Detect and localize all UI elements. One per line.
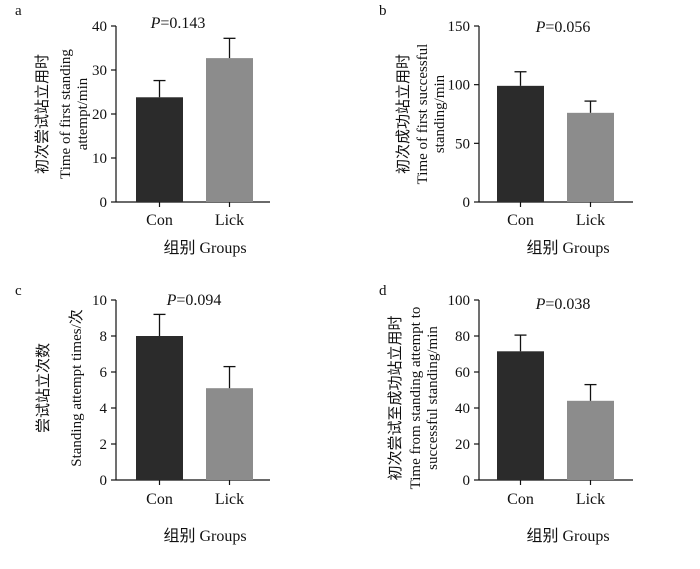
- category-label: Con: [507, 212, 534, 229]
- p-value-symbol: P: [150, 15, 161, 32]
- panel-a: 0 10 20 30 40 Con Lick a P=0.143 初次尝试站立用时 Time of …: [15, 3, 270, 257]
- y-tick-label: 0: [463, 195, 471, 211]
- bar-con: [497, 85, 544, 202]
- category-label: Lick: [215, 491, 244, 508]
- category-label: Con: [507, 491, 534, 508]
- bar-con: [136, 336, 183, 480]
- bar-con: [136, 97, 183, 202]
- p-value-number: =0.094: [176, 292, 221, 309]
- p-value-symbol: P: [166, 292, 177, 309]
- y-axis-title-en: Time of first successful: [415, 44, 431, 185]
- y-axis-title-en: Standing attempt times/次: [68, 309, 85, 467]
- y-tick-label: 60: [455, 365, 470, 381]
- y-tick-label: 20: [455, 437, 470, 453]
- panel-d: 0 20 40 60 80 100 Con Lick d P=0.038 初次尝试至成功站立用时 Ti…: [379, 283, 633, 545]
- p-value: P=0.056: [535, 19, 591, 36]
- bar-con: [497, 351, 544, 480]
- y-tick-label: 150: [448, 19, 471, 35]
- y-tick-label: 2: [100, 437, 108, 453]
- y-axis-title-cn: 初次成功站立用时: [395, 54, 412, 174]
- bar-lick: [206, 388, 253, 480]
- panel-letter: c: [15, 283, 22, 299]
- p-value-number: =0.038: [545, 296, 590, 313]
- panel-letter: d: [379, 283, 387, 299]
- panel-b: 0 50 100 150 Con Lick b P=0.056 初次成功站立用时 Time of …: [379, 3, 633, 257]
- y-tick-label: 100: [448, 78, 471, 94]
- x-axis-title: 组别 Groups: [163, 239, 246, 257]
- bar-lick: [567, 112, 614, 202]
- y-tick-label: 0: [100, 473, 108, 489]
- y-axis-title-en: Time of first standing: [58, 49, 74, 179]
- x-axis-title: 组别 Groups: [526, 527, 609, 545]
- y-axis-title-en: successful standing/min: [425, 326, 441, 470]
- y-tick-label: 10: [92, 151, 107, 167]
- y-tick-label: 10: [92, 293, 107, 309]
- category-label: Lick: [576, 491, 605, 508]
- x-axis-title: 组别 Groups: [526, 239, 609, 257]
- p-value: P=0.038: [535, 296, 591, 313]
- y-tick-label: 20: [92, 107, 107, 123]
- y-axis-title-cn: 尝试站立次数: [35, 343, 52, 433]
- p-value-number: =0.056: [545, 19, 590, 36]
- p-value-symbol: P: [535, 296, 546, 313]
- p-value-symbol: P: [535, 19, 546, 36]
- bar-lick: [567, 400, 614, 480]
- y-tick-label: 40: [455, 401, 470, 417]
- panel-letter: a: [15, 3, 22, 19]
- p-value: P=0.094: [166, 292, 222, 309]
- category-label: Lick: [215, 212, 244, 229]
- x-axis-title: 组别 Groups: [163, 527, 246, 545]
- y-tick-label: 100: [448, 293, 471, 309]
- y-tick-label: 4: [100, 401, 108, 417]
- category-label: Con: [146, 491, 173, 508]
- y-tick-label: 50: [455, 136, 470, 152]
- y-axis-title-en: attempt/min: [75, 77, 91, 150]
- p-value-number: =0.143: [160, 15, 205, 32]
- bar-lick: [206, 58, 253, 203]
- y-tick-label: 6: [100, 365, 108, 381]
- category-label: Con: [146, 212, 173, 229]
- y-axis-title-cn: 初次尝试站立用时: [34, 54, 51, 174]
- y-tick-label: 30: [92, 63, 107, 79]
- category-label: Lick: [576, 212, 605, 229]
- y-tick-label: 0: [100, 195, 108, 211]
- panel-letter: b: [379, 3, 387, 19]
- y-tick-label: 0: [463, 473, 471, 489]
- p-value: P=0.143: [150, 15, 206, 32]
- y-axis-title-en: standing/min: [432, 74, 448, 153]
- y-axis-title-cn: 初次尝试至成功站立用时: [387, 315, 404, 480]
- y-axis-title-en: Time from standing attempt to: [408, 307, 424, 490]
- panel-c: 0 2 4 6 8 10 Con Lick c P=0.094 尝试站立次数 Standing att…: [15, 283, 270, 545]
- y-tick-label: 40: [92, 19, 107, 35]
- y-tick-label: 80: [455, 329, 470, 345]
- y-tick-label: 8: [100, 329, 108, 345]
